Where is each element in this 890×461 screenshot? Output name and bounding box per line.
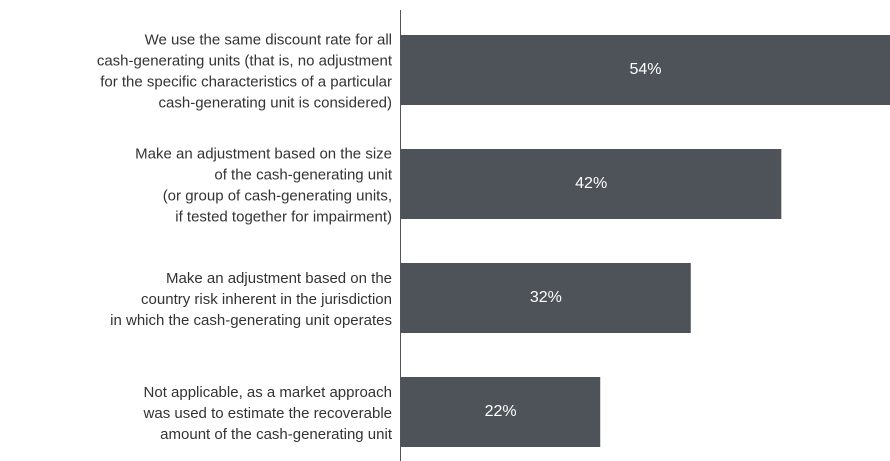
category-label: for the specific characteristics of a pa… bbox=[100, 73, 392, 90]
bar bbox=[401, 35, 890, 105]
category-label: cash-generating unit is considered) bbox=[159, 94, 392, 111]
category-label: Make an adjustment based on the bbox=[166, 270, 392, 287]
value-label: 42% bbox=[575, 175, 607, 192]
category-label: was used to estimate the recoverable bbox=[143, 405, 392, 422]
category-label: amount of the cash-generating unit bbox=[160, 426, 393, 443]
category-label: Not applicable, as a market approach bbox=[144, 384, 392, 401]
value-label: 54% bbox=[629, 61, 661, 78]
category-label: country risk inherent in the jurisdictio… bbox=[141, 291, 392, 308]
category-label: if tested together for impairment) bbox=[175, 208, 392, 225]
category-label: Make an adjustment based on the size bbox=[135, 145, 392, 162]
category-label: (or group of cash-generating units, bbox=[163, 187, 392, 204]
value-label: 32% bbox=[530, 289, 562, 306]
category-label: cash-generating units (that is, no adjus… bbox=[97, 52, 393, 69]
bar bbox=[401, 263, 691, 333]
value-label: 22% bbox=[485, 403, 517, 420]
category-label: of the cash-generating unit bbox=[214, 166, 392, 183]
bar bbox=[401, 149, 782, 219]
category-label: in which the cash-generating unit operat… bbox=[110, 312, 392, 329]
category-label: We use the same discount rate for all bbox=[145, 31, 392, 48]
bar bbox=[401, 377, 601, 447]
